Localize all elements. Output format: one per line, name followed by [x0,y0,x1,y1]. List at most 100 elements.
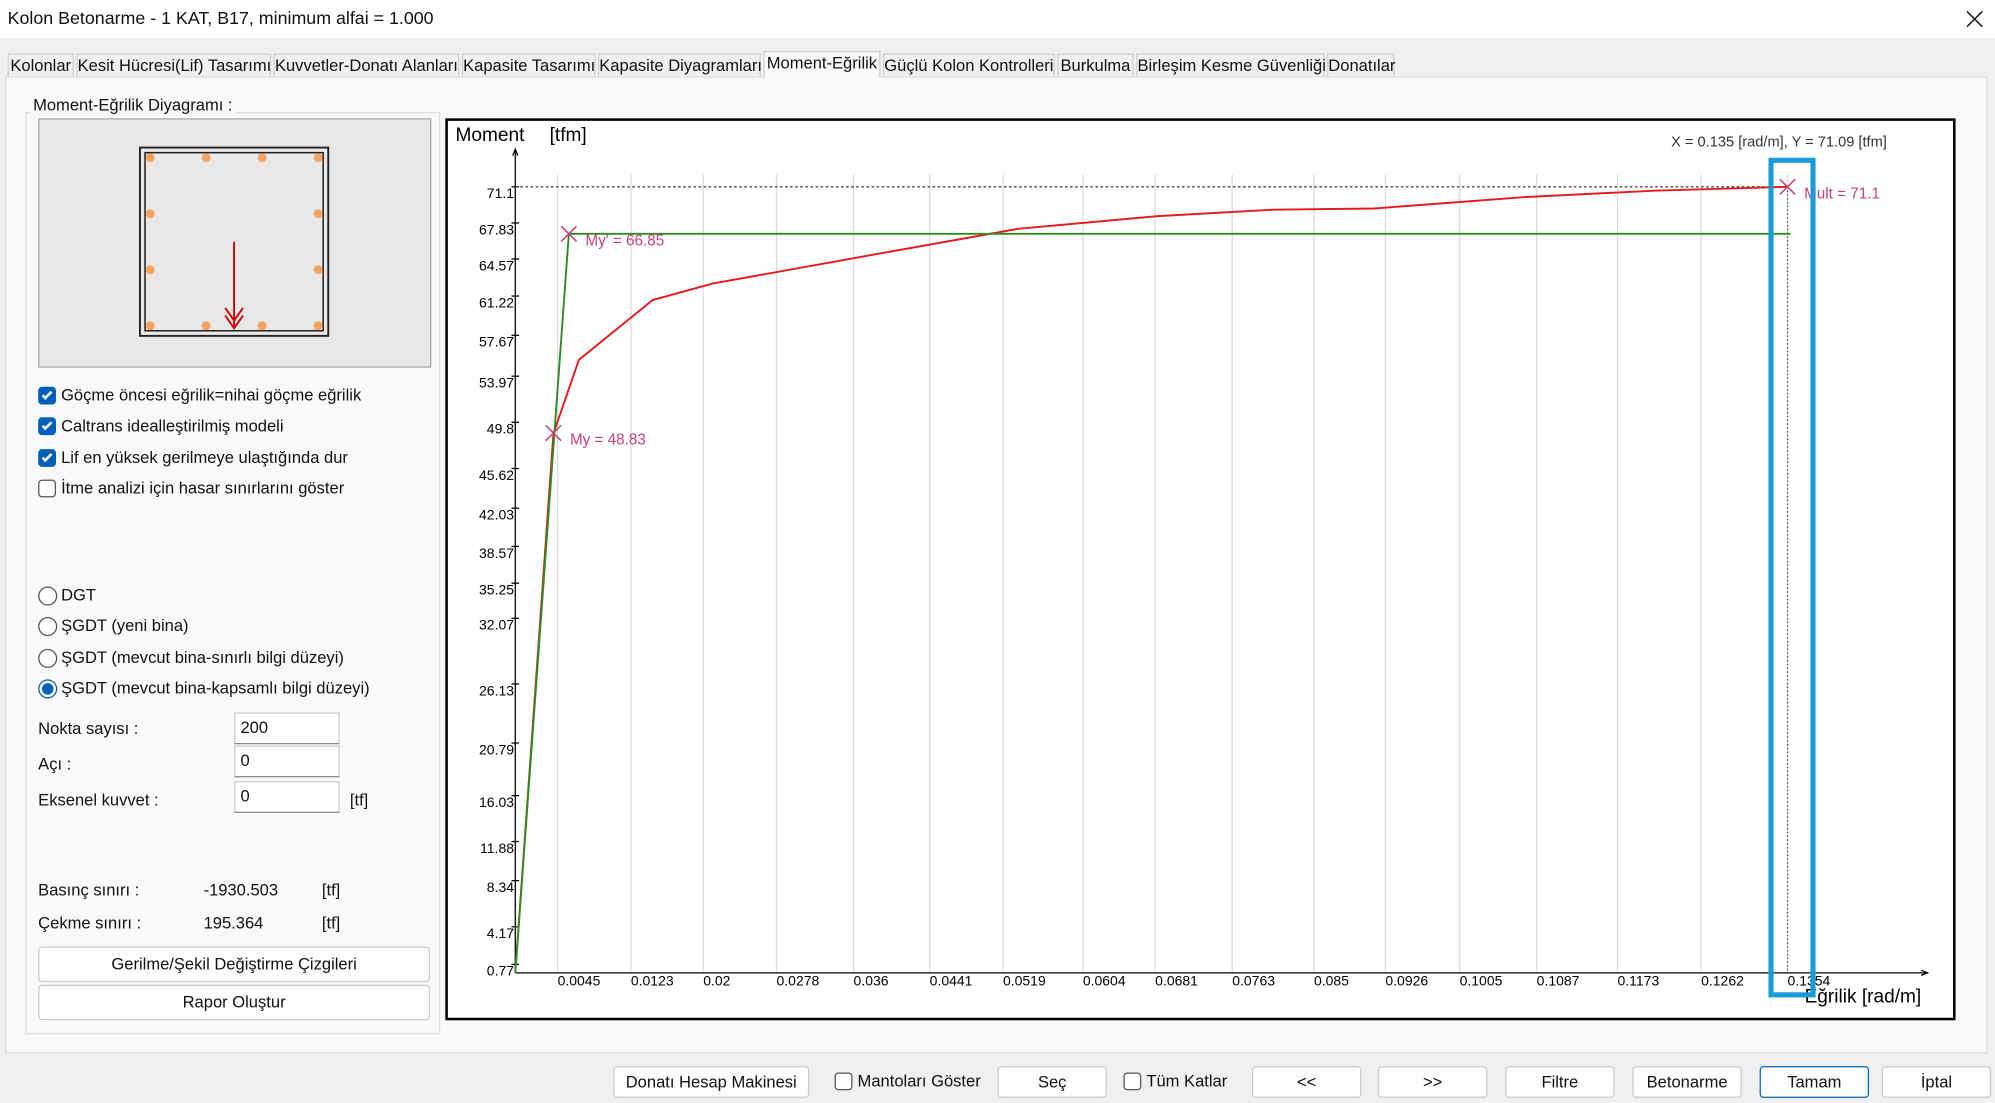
y-tick-label: 71.1 [487,185,514,201]
button[interactable]: Gerilme/Şekil Değiştirme Çizgileri [38,946,431,983]
y-tick-label: 11.88 [480,840,514,856]
y-tick-label: 49.8 [487,421,514,437]
footer-checkbox-label[interactable]: Tüm Katlar [1146,1071,1228,1091]
radio[interactable] [38,586,58,606]
footer-button[interactable]: << [1251,1066,1362,1098]
x-tick-label: 0.0604 [1083,972,1126,988]
limit-value: 195.364 [203,913,264,933]
footer-button[interactable]: İptal [1881,1066,1992,1098]
footer-checkbox[interactable] [1123,1072,1142,1091]
x-tick-label: 0.1005 [1460,972,1503,988]
x-tick-label: 0.0519 [1003,972,1046,988]
tab[interactable]: Kapasite Diyagramları [597,53,762,77]
annotation: My' = 66.85 [585,232,664,249]
footer-button[interactable]: >> [1377,1066,1488,1098]
x-tick-label: 0.0045 [558,972,601,988]
annotation: My = 48.83 [570,432,646,449]
radio-label[interactable]: ŞGDT (mevcut bina-kapsamlı bilgi düzeyi) [61,678,370,698]
text-input[interactable]: 0 [234,745,340,778]
text-input[interactable]: 0 [234,781,340,813]
x-tick-label: 0.085 [1314,972,1349,988]
checkbox[interactable] [38,386,56,405]
tab[interactable]: Moment-Eğrilik [763,50,881,78]
point-marker [560,225,578,242]
field-unit: [tf] [349,790,369,810]
field-label: Eksenel kuvvet : [38,790,159,810]
footer-checkbox-label[interactable]: Mantoları Göster [857,1071,981,1091]
limit-value: -1930.503 [203,880,279,900]
y-tick-label: 64.57 [479,257,514,273]
tab[interactable]: Burkulma [1057,53,1134,77]
x-axis-title: Eğrilik [rad/m] [1805,986,1922,1007]
x-tick-label: 0.0441 [930,972,973,988]
x-tick-label: 0.0926 [1385,972,1428,988]
checkbox-label[interactable]: Lif en yüksek gerilmeye ulaştığında dur [61,447,348,467]
checkbox[interactable] [38,449,56,467]
y-tick-label: 61.22 [479,294,514,310]
checkbox-label[interactable]: Göçme öncesi eğrilik=nihai göçme eğrilik [61,385,362,405]
y-axis-title: Moment [455,125,525,146]
x-tick-label: 0.0681 [1155,972,1198,988]
y-tick-label: 0.77 [487,963,514,979]
x-tick-label: 0.0278 [777,972,820,988]
cursor-readout: X = 0.135 [rad/m], Y = 71.09 [tfm] [1671,134,1887,150]
tab[interactable]: Donatılar [1327,53,1395,77]
footer-checkbox[interactable] [834,1072,853,1091]
radio-label[interactable]: ŞGDT (yeni bina) [61,615,189,635]
radio-label[interactable]: DGT [61,585,97,605]
radio-label[interactable]: ŞGDT (mevcut bina-sınırlı bilgi düzeyi) [61,647,344,667]
close-button[interactable] [1964,9,1984,29]
y-tick-label: 53.97 [479,375,514,391]
x-tick-label: 0.0763 [1232,972,1275,988]
tab[interactable]: Kolonlar [7,53,74,77]
y-tick-label: 26.13 [479,682,514,698]
y-tick-label: 16.03 [479,794,514,810]
section-drawing [139,146,330,337]
limit-unit: [tf] [321,880,341,900]
y-tick-label: 42.03 [479,507,514,523]
group-title: Moment-Eğrilik Diyagramı : [30,95,236,115]
checkbox-label[interactable]: İtme analizi için hasar sınırlarını göst… [61,478,345,498]
y-tick-label: 20.79 [479,741,514,757]
y-tick-label: 8.34 [487,879,514,895]
point-marker [1779,178,1796,195]
title-bar [0,0,1995,39]
limit-label: Çekme sınırı : [38,913,142,933]
footer-button[interactable]: Seç [997,1066,1107,1098]
footer-button[interactable]: Betonarme [1632,1066,1742,1098]
y-tick-label: 57.67 [479,334,514,350]
footer-button[interactable]: Donatı Hesap Makinesi [613,1066,810,1098]
curve [514,185,1788,973]
y-axis-unit: [tfm] [550,125,587,146]
tab[interactable]: Kesit Hücresi(Lif) Tasarımı [76,53,271,77]
button[interactable]: Rapor Oluştur [38,984,431,1021]
x-tick-label: 0.1354 [1788,972,1831,988]
point-marker [545,424,562,442]
footer-button[interactable]: Filtre [1505,1066,1615,1098]
limit-unit: [tf] [321,913,341,933]
radio[interactable] [38,679,58,699]
plot-frame [445,118,1956,1021]
radio[interactable] [38,617,58,637]
y-tick-label: 38.57 [479,545,514,561]
radio-dot [41,683,54,695]
annotation: Mult = 71.1 [1804,185,1880,202]
tab[interactable]: Kuvvetler-Donatı Alanları [273,53,460,77]
text-input[interactable]: 200 [234,712,340,745]
radio[interactable] [38,648,58,668]
x-tick-label: 0.02 [703,972,730,988]
footer-button[interactable]: Tamam [1759,1066,1870,1098]
y-tick-label: 32.07 [479,617,514,633]
y-tick-label: 67.83 [479,221,514,237]
checkbox[interactable] [38,417,56,436]
tab[interactable]: Birleşim Kesme Güvenliği [1136,53,1326,77]
tab[interactable]: Kapasite Tasarımı [461,53,596,77]
window-title: Kolon Betonarme - 1 KAT, B17, minimum al… [7,7,434,28]
y-tick-label: 35.25 [479,581,514,597]
limit-label: Basınç sınırı : [38,880,140,900]
checkbox[interactable] [38,479,56,498]
y-tick-label: 4.17 [487,925,514,941]
checkbox-label[interactable]: Caltrans idealleştirilmiş modeli [61,416,284,436]
tab[interactable]: Güçlü Kolon Kontrolleri [882,53,1055,77]
